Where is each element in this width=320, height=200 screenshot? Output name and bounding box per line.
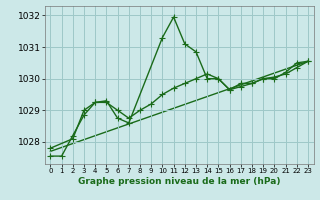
X-axis label: Graphe pression niveau de la mer (hPa): Graphe pression niveau de la mer (hPa)	[78, 177, 280, 186]
